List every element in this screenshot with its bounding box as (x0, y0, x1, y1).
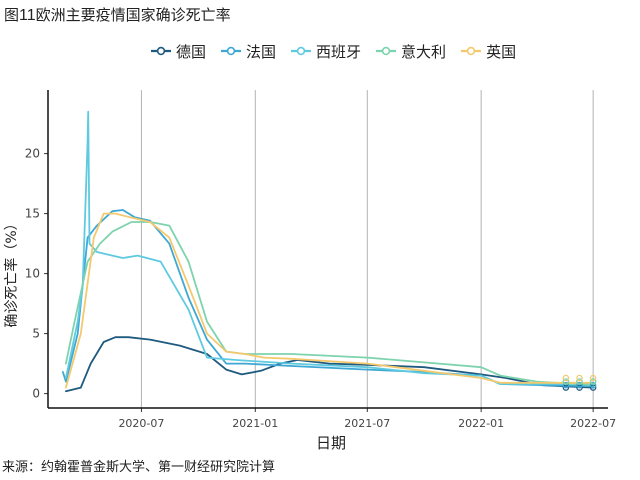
x-tick-label: 2020-07 (118, 417, 164, 430)
y-tick-label: 20 (25, 147, 40, 161)
series-marker-1-0 (589, 381, 597, 389)
legend-item: 法国 (220, 41, 276, 62)
y-tick-label: 0 (32, 387, 40, 401)
y-tick-label: 5 (32, 327, 40, 341)
axes: 2020-07 2021-01 2021-07 2022-01 2022-07 0 5 10 1… (25, 90, 616, 430)
series-marker-3-1 (576, 378, 583, 385)
series-line-0 (65, 336, 594, 393)
legend: 德国 法国 西班牙 意大利 英国 (150, 40, 516, 62)
legend-key (376, 46, 397, 56)
legend-item: 德国 (150, 41, 206, 62)
series-marker-0-1 (576, 384, 583, 391)
series-group (62, 110, 597, 393)
legend-item: 意大利 (375, 41, 446, 62)
title-text: 欧洲主要疫情国家确诊死亡率 (35, 6, 231, 24)
legend-item: 英国 (460, 41, 516, 62)
x-axis-label: 日期 (316, 434, 346, 452)
series-marker-4-1 (576, 374, 583, 382)
y-axis-label: 确诊死亡率（%） (3, 216, 20, 327)
series-line-2 (65, 110, 594, 385)
series-marker-3-2 (562, 378, 570, 385)
source-note: 来源：约翰霍普金斯大学、第一财经研究院计算 (2, 460, 276, 475)
legend-key (461, 46, 482, 56)
x-tick-label: 2021-01 (232, 417, 278, 430)
y-tick-label: 15 (25, 207, 40, 221)
x-tick-label: 2022-01 (458, 417, 504, 430)
y-tick-label: 10 (25, 267, 40, 281)
series-line-4 (65, 212, 594, 389)
series-marker-0-2 (562, 384, 570, 391)
title-number: 11 (19, 7, 36, 24)
series-line-3 (65, 221, 594, 387)
legend-key (151, 46, 171, 56)
legend-label: 德国 (176, 42, 207, 61)
title-prefix: 图 (4, 6, 20, 24)
x-tick-label: 2021-07 (344, 417, 390, 430)
legend-label: 英国 (486, 42, 517, 61)
legend-key (291, 46, 312, 56)
legend-label: 意大利 (401, 42, 447, 61)
series-marker-3-0 (589, 378, 597, 385)
grid-lines (140, 90, 594, 408)
legend-key (221, 46, 242, 56)
x-tick-label: 2022-07 (570, 417, 616, 430)
legend-item: 西班牙 (290, 41, 361, 62)
chart-title: 图11欧洲主要疫情国家确诊死亡率 (4, 4, 231, 25)
series-marker-4-0 (589, 374, 597, 382)
series-marker-1-2 (562, 381, 570, 389)
line-chart: 2020-07 2021-01 2021-07 2022-01 2022-07 0 5 10 1… (3, 90, 616, 452)
series-marker-0-0 (589, 384, 597, 391)
series-line-1 (62, 209, 594, 388)
series-marker-1-1 (576, 381, 583, 389)
legend-label: 西班牙 (316, 42, 362, 61)
legend-label: 法国 (246, 42, 277, 61)
series-marker-4-2 (562, 374, 570, 382)
